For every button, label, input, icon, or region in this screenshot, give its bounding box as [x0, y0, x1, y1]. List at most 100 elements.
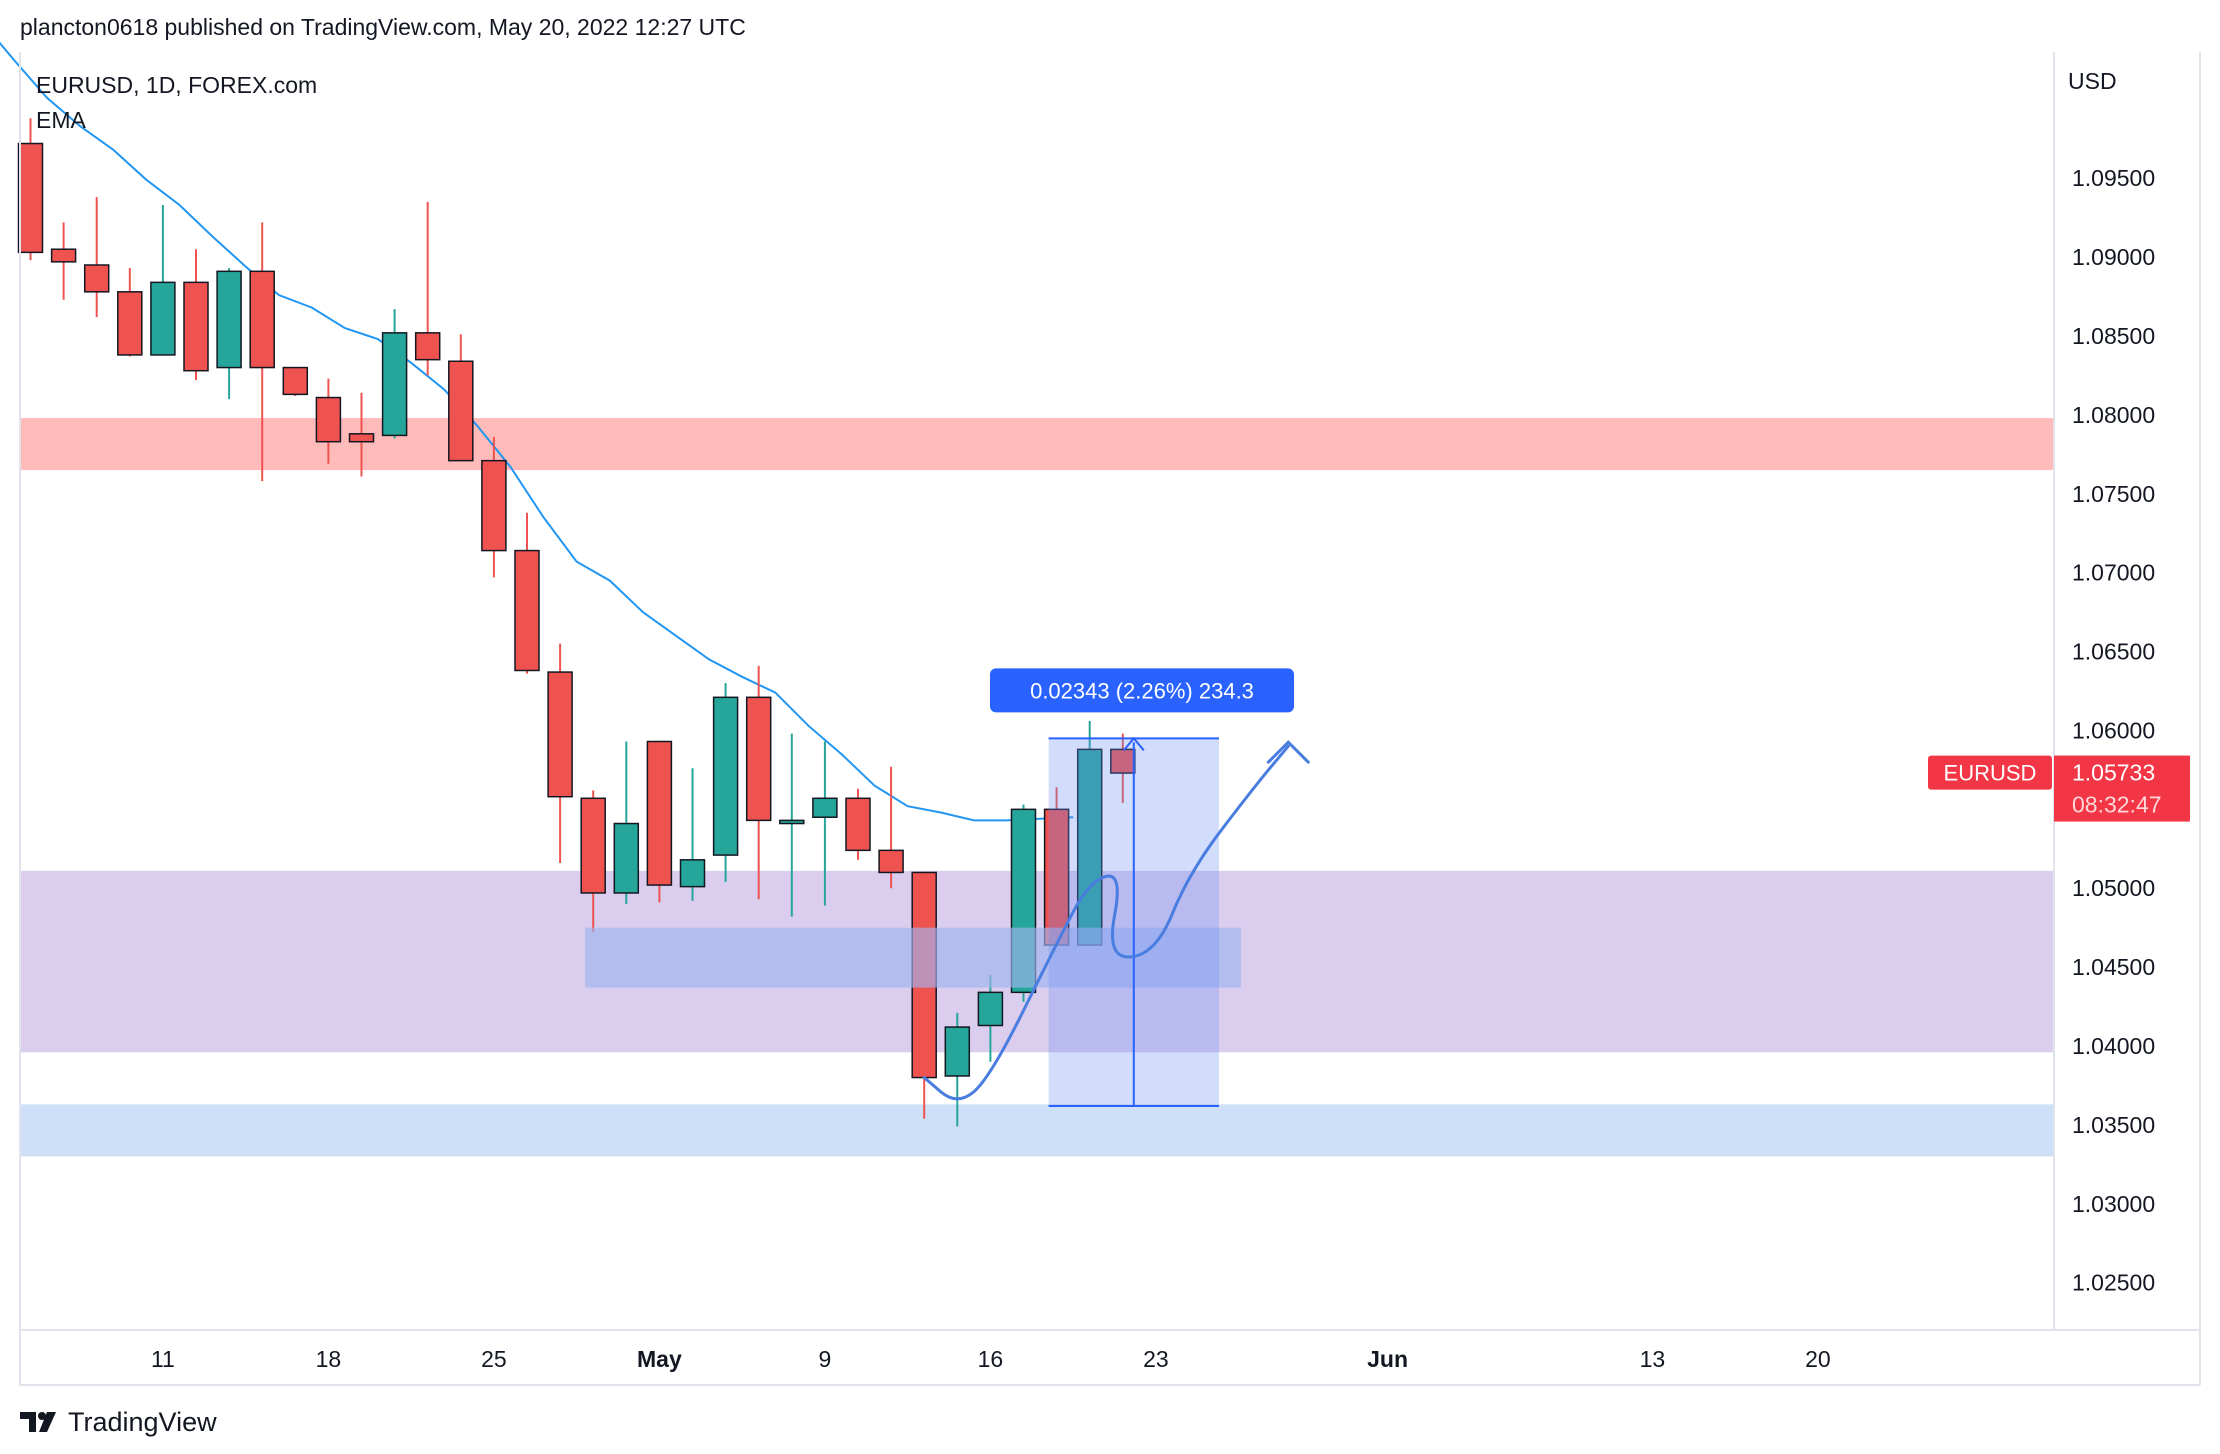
candle-body	[448, 360, 474, 462]
candle[interactable]	[514, 512, 540, 674]
time-tick: 16	[978, 1346, 1004, 1372]
price-tick: 1.08000	[2072, 402, 2155, 428]
candle-body	[17, 142, 44, 254]
price-tick: 1.09500	[2072, 165, 2155, 191]
last-price-tag: EURUSD 1.05733 08:32:47	[1928, 755, 2190, 822]
candle[interactable]	[613, 741, 640, 904]
support-zone	[20, 1104, 2054, 1157]
price-tick: 1.03500	[2072, 1112, 2155, 1138]
candle[interactable]	[150, 205, 176, 356]
last-price-symbol-box	[1928, 755, 2052, 790]
measure-label-box	[990, 668, 1294, 713]
candle-body	[977, 991, 1004, 1027]
price-tick: 1.07000	[2072, 560, 2155, 586]
candle[interactable]	[448, 334, 474, 462]
footer-brand[interactable]: TradingView	[20, 1405, 217, 1439]
time-tick: 20	[1805, 1346, 1831, 1372]
candle-body	[712, 696, 739, 856]
price-tick: 1.03000	[2072, 1191, 2155, 1217]
measure-arrow-icon	[1123, 736, 1145, 751]
candle[interactable]	[83, 197, 110, 318]
last-price-value: 1.05733	[2072, 760, 2155, 786]
ema-legend[interactable]: EMA	[36, 107, 87, 133]
candle-body	[83, 264, 110, 293]
candle[interactable]	[315, 378, 342, 464]
footer-brand-text: TradingView	[68, 1406, 217, 1437]
candle[interactable]	[580, 790, 606, 933]
last-price-box	[2054, 755, 2190, 822]
candle[interactable]	[547, 643, 573, 863]
candle[interactable]	[679, 768, 706, 901]
candle-body	[150, 281, 176, 356]
candle[interactable]	[845, 788, 871, 860]
candle-body	[381, 332, 408, 437]
measure-label: 0.02343 (2.26%) 234.3	[1030, 678, 1254, 703]
candle[interactable]	[249, 222, 275, 482]
resistance-zone	[20, 418, 2054, 471]
symbol-legend[interactable]: EURUSD, 1D, FOREX.com	[36, 72, 317, 98]
candle-body	[745, 696, 772, 822]
price-axis: 1.09500 1.09000 1.08500 1.08000 1.07500 1.070…	[2072, 165, 2155, 1295]
candle-body	[547, 671, 573, 798]
candle[interactable]	[481, 436, 507, 578]
price-tick: 1.04500	[2072, 954, 2155, 980]
candle-body	[1043, 808, 1070, 946]
overlay-layer: 0.02343 (2.26%) 234.3	[585, 668, 1294, 1107]
projection-arrow-icon	[1266, 740, 1310, 764]
candles-layer	[17, 118, 1136, 1127]
candle-body	[845, 797, 871, 852]
candle-body	[481, 459, 507, 552]
candle[interactable]	[712, 683, 739, 882]
time-axis: 11 18 25 May 9 16 23 Jun 13 20	[151, 1346, 1831, 1372]
candle-body	[183, 281, 209, 372]
candle-body	[514, 549, 540, 672]
time-tick: 25	[481, 1346, 507, 1372]
candle-body	[249, 270, 275, 369]
candle-body	[580, 797, 606, 894]
candle[interactable]	[911, 871, 937, 1119]
candle[interactable]	[878, 766, 904, 889]
candle[interactable]	[646, 740, 673, 903]
candle[interactable]	[216, 268, 242, 400]
candle[interactable]	[812, 741, 838, 906]
candle-body	[315, 396, 342, 443]
candle-body	[878, 849, 904, 874]
zones-layer	[20, 418, 2054, 1157]
candle-body	[414, 332, 441, 361]
candle-body	[679, 859, 706, 888]
time-tick: 9	[819, 1346, 832, 1372]
candle[interactable]	[745, 665, 772, 900]
candle-body	[50, 248, 77, 263]
candle[interactable]	[50, 222, 77, 300]
candle[interactable]	[17, 118, 44, 261]
last-price-symbol: EURUSD	[1944, 761, 2037, 786]
candle[interactable]	[348, 392, 375, 477]
time-tick: 11	[151, 1346, 175, 1372]
candle[interactable]	[977, 975, 1004, 1062]
candle-body	[282, 366, 309, 396]
price-tick: 1.06500	[2072, 639, 2155, 665]
price-tick: 1.06000	[2072, 717, 2155, 743]
candle-body	[117, 291, 143, 356]
candle[interactable]	[117, 268, 143, 357]
time-tick: 23	[1143, 1346, 1169, 1372]
candle[interactable]	[414, 201, 441, 376]
projection-curve	[922, 744, 1290, 1101]
candle[interactable]	[1043, 787, 1070, 946]
price-tick: 1.09000	[2072, 244, 2155, 270]
candle[interactable]	[183, 249, 209, 381]
candle-body	[646, 740, 673, 886]
candle-body	[1076, 748, 1103, 946]
last-price-countdown: 08:32:47	[2072, 792, 2162, 818]
publication-header: plancton0618 published on TradingView.co…	[20, 14, 746, 40]
candle[interactable]	[381, 309, 408, 439]
candle[interactable]	[282, 366, 309, 396]
candle-body	[348, 433, 375, 443]
candle[interactable]	[944, 1012, 971, 1127]
candle-body	[613, 822, 640, 894]
candle-body	[812, 797, 838, 818]
candle[interactable]	[1076, 720, 1103, 946]
time-tick: Jun	[1367, 1346, 1408, 1372]
candle[interactable]	[779, 733, 805, 917]
